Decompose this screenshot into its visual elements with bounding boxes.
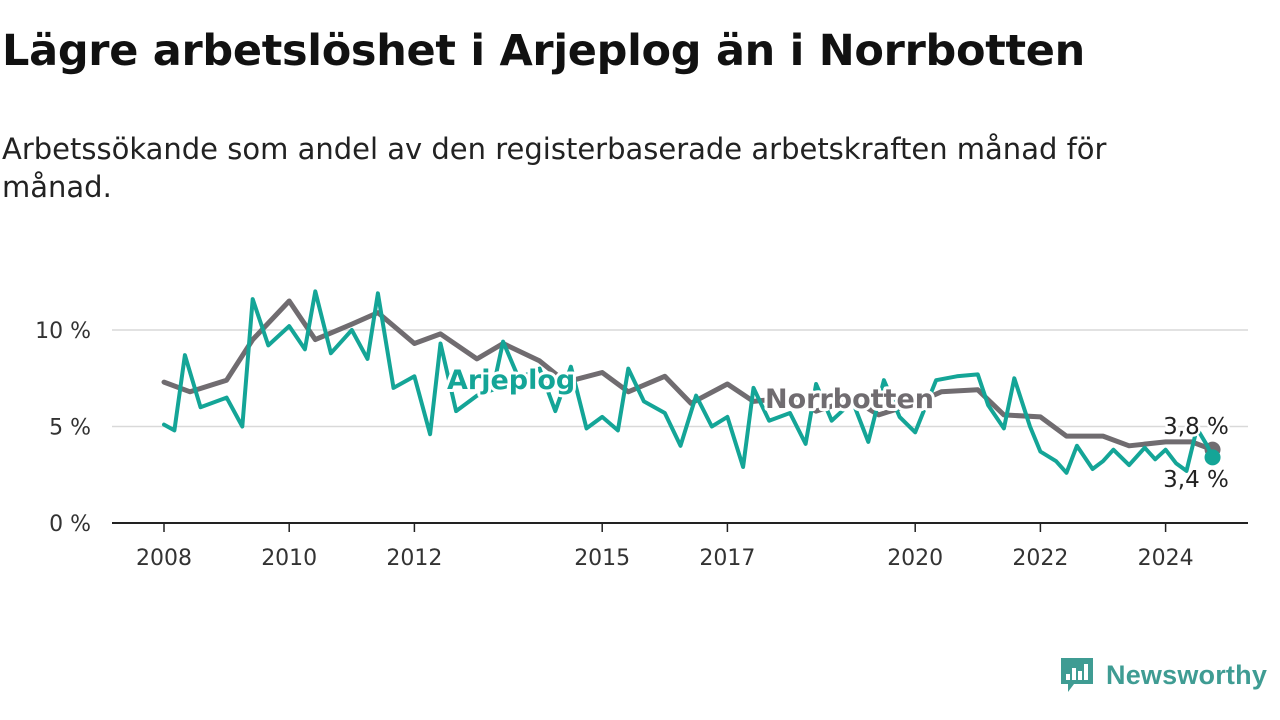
x-tick-label: 2015	[574, 546, 630, 571]
series-labels: ArjeplogArjeplogNorrbottenNorrbotten3,8 …	[444, 362, 1231, 496]
gridlines	[112, 329, 1248, 428]
x-tick-label: 2010	[261, 546, 317, 571]
newsworthy-chart-icon	[1061, 658, 1093, 692]
end-point-arjeplog	[1204, 449, 1221, 466]
series-lines	[161, 289, 1221, 475]
end-value-halo: 3,4 %	[1163, 467, 1229, 493]
chart-subtitle: Arbetssökande som andel av den registerb…	[2, 132, 1107, 204]
end-value-label-arjeplog: 3,4 %	[1163, 467, 1229, 493]
x-tick-label: 2024	[1138, 546, 1194, 571]
x-axis: 2008 2010 2012 2015 2017 2020 2022 2024	[112, 522, 1248, 571]
series-label-norrbotten: Norrbotten	[765, 384, 934, 415]
series-label-halo: Arjeplog	[447, 365, 575, 396]
y-tick-label: 0 %	[49, 512, 91, 537]
newsworthy-logo: Newsworthy	[1060, 655, 1267, 695]
y-tick-label: 10 %	[35, 319, 91, 344]
series-line-norrbotten	[161, 298, 1215, 453]
x-tick-label: 2020	[887, 546, 943, 571]
brand-name: Newsworthy	[1106, 659, 1268, 690]
y-tick-label: 5 %	[49, 416, 91, 441]
x-tick-label: 2012	[386, 546, 442, 571]
series-label-halo: Norrbotten	[765, 384, 934, 415]
chart-title: Lägre arbetslöshet i Arjeplog än i Norrb…	[2, 26, 1085, 76]
series-label-arjeplog: Arjeplog	[447, 365, 575, 396]
x-tick-label: 2022	[1012, 546, 1068, 571]
end-value-halo: 3,8 %	[1163, 414, 1229, 440]
y-axis-ticks: 0 % 5 % 10 %	[35, 319, 91, 537]
series-line-arjeplog	[162, 289, 1215, 475]
x-tick-label: 2017	[699, 546, 755, 571]
end-value-label-norrbotten: 3,8 %	[1163, 414, 1229, 440]
x-tick-label: 2008	[136, 546, 192, 571]
